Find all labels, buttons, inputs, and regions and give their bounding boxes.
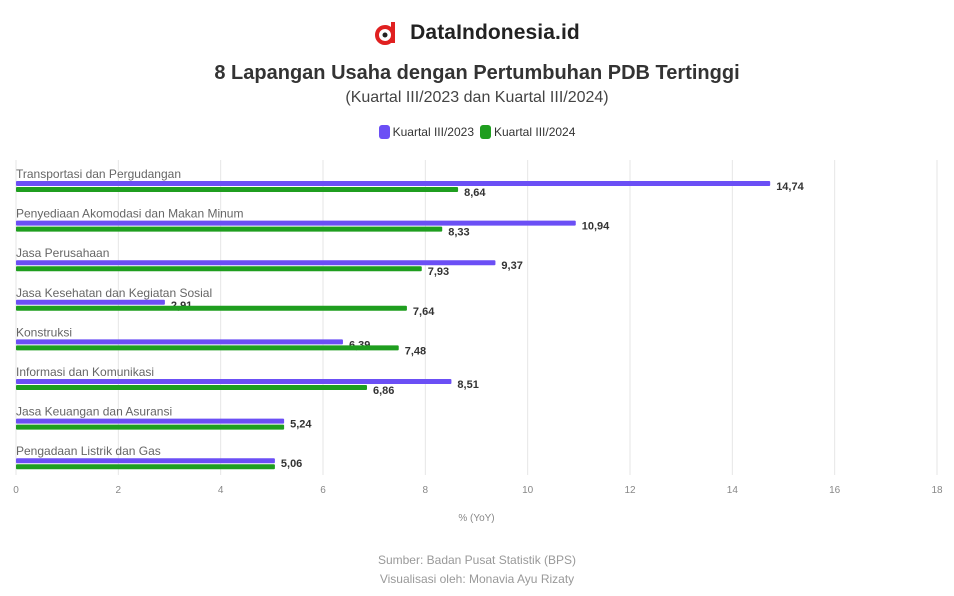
category-label: Jasa Perusahaan xyxy=(16,246,109,260)
data-label-2023: 10,94 xyxy=(582,221,610,233)
data-label-2023: 5,06 xyxy=(281,458,302,470)
category-label: Transportasi dan Pergudangan xyxy=(16,167,181,181)
category-label: Jasa Kesehatan dan Kegiatan Sosial xyxy=(16,286,212,300)
data-label-2024: 8,64 xyxy=(464,187,486,199)
bar-2023 xyxy=(16,220,576,226)
x-tick-label: 0 xyxy=(13,485,19,496)
legend-swatch-2024 xyxy=(480,125,491,139)
bar-2024 xyxy=(16,226,443,232)
chart-legend: Kuartal III/2023 Kuartal III/2024 xyxy=(0,125,954,139)
data-label-2023: 5,24 xyxy=(290,419,312,431)
data-label-2023: 9,37 xyxy=(501,260,522,272)
bar-2024 xyxy=(16,424,285,430)
x-tick-label: 14 xyxy=(727,485,739,496)
bar-2023 xyxy=(16,339,343,345)
chart-title: 8 Lapangan Usaha dengan Pertumbuhan PDB … xyxy=(214,62,740,84)
dataindonesia-logo-icon xyxy=(375,22,396,45)
credit-note: Visualisasi oleh: Monavia Ayu Rizaty xyxy=(379,572,575,586)
x-tick-label: 2 xyxy=(116,485,122,496)
data-label-2024: 8,33 xyxy=(448,227,469,239)
bar-2023 xyxy=(16,458,275,464)
legend-label-2024: Kuartal III/2024 xyxy=(494,125,576,139)
bar-2024 xyxy=(16,345,399,351)
x-tick-label: 4 xyxy=(218,485,224,496)
legend-item-2024[interactable]: Kuartal III/2024 xyxy=(480,125,575,139)
bar-2023 xyxy=(16,299,165,305)
category-label: Pengadaan Listrik dan Gas xyxy=(16,444,161,458)
bar-2023 xyxy=(16,418,285,424)
source-note: Sumber: Badan Pusat Statistik (BPS) xyxy=(377,553,577,567)
bar-chart: 0 2 4 6 8 10 12 14 16 18 % (YoY) Transportasi dan P… xyxy=(13,160,943,524)
bar-2024 xyxy=(16,187,459,192)
data-label-2024: 7,93 xyxy=(428,266,449,278)
x-axis-title: % (YoY) xyxy=(458,513,494,524)
bar-2024 xyxy=(16,385,368,390)
bar-2023 xyxy=(16,181,771,186)
bar-2024 xyxy=(16,266,422,272)
x-tick-label: 10 xyxy=(522,485,534,496)
data-label-2023: 8,51 xyxy=(457,379,478,391)
category-label: Penyediaan Akomodasi dan Makan Minum xyxy=(16,207,243,221)
legend-item-2023[interactable]: Kuartal III/2023 xyxy=(378,125,474,139)
category-label: Konstruksi xyxy=(16,325,72,339)
x-tick-label: 18 xyxy=(931,485,943,496)
bar-2023 xyxy=(16,379,452,384)
category-label: Jasa Keuangan dan Asuransi xyxy=(16,405,172,419)
legend-label-2023: Kuartal III/2023 xyxy=(392,125,474,139)
data-label-2024: 7,48 xyxy=(405,345,426,357)
brand-name: DataIndonesia.id xyxy=(410,21,580,44)
legend-swatch-2023 xyxy=(378,125,390,139)
bar-2024 xyxy=(16,305,407,311)
bar-2024 xyxy=(16,464,275,470)
data-label-2024: 6,86 xyxy=(373,385,394,397)
x-tick-label: 8 xyxy=(423,485,429,496)
brand-header: DataIndonesia.id xyxy=(0,20,954,46)
x-tick-label: 12 xyxy=(624,485,636,496)
x-tick-label: 6 xyxy=(320,485,326,496)
bar-2023 xyxy=(16,260,496,266)
chart-subtitle: (Kuartal III/2023 dan Kuartal III/2024) xyxy=(345,89,609,106)
x-tick-label: 16 xyxy=(829,485,841,496)
category-label: Informasi dan Komunikasi xyxy=(16,365,154,379)
chart-footer: Sumber: Badan Pusat Statistik (BPS) Visu… xyxy=(0,551,954,589)
data-label-2024: 7,64 xyxy=(413,306,435,318)
data-label-2023: 14,74 xyxy=(776,181,804,193)
